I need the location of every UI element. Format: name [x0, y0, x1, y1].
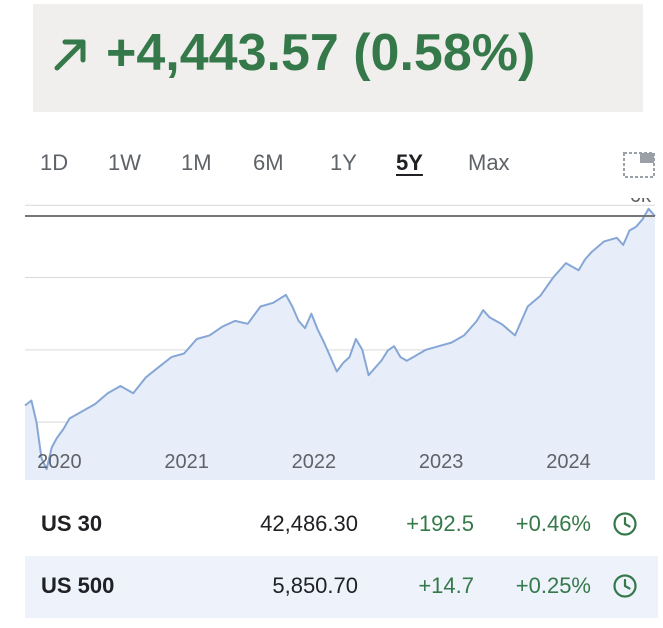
quote-name: US 30	[41, 511, 103, 536]
quote-change: +192.5	[406, 511, 474, 536]
price-area	[25, 208, 655, 480]
x-tick-label: 2020	[37, 451, 82, 473]
arrow-up-right-icon	[54, 39, 86, 71]
tab-1y[interactable]: 1Y	[330, 150, 357, 175]
y-tick-label: 6k	[630, 198, 652, 207]
quote-row-us500[interactable]: US 500 5,850.70 +14.7 +0.25%	[25, 556, 658, 618]
quote-name: US 500	[41, 573, 115, 598]
tab-1m[interactable]: 1M	[181, 150, 212, 175]
price-change-banner: +4,443.57 (0.58%)	[33, 4, 643, 112]
price-chart: 3k4k5k6k20202021202220232024	[24, 198, 656, 480]
quote-change: +14.7	[418, 573, 474, 598]
tab-6m[interactable]: 6M	[253, 150, 284, 175]
quote-price: 42,486.30	[260, 511, 358, 536]
price-line	[24, 207, 656, 471]
expand-icon[interactable]	[622, 151, 656, 179]
tab-5y[interactable]: 5Y	[396, 150, 423, 175]
quote-list: US 30 42,486.30 +192.5 +0.46% US 500 5,8…	[25, 494, 658, 618]
x-tick-label: 2024	[546, 451, 591, 473]
x-tick-label: 2021	[164, 451, 209, 473]
clock-icon	[613, 512, 637, 536]
time-range-selector: 1D 1W 1M 6M 1Y 5Y Max	[0, 140, 663, 186]
clock-icon	[613, 574, 637, 598]
x-tick-label: 2022	[292, 451, 337, 473]
price-change-value: +4,443.57 (0.58%)	[106, 24, 536, 82]
quote-percent: +0.25%	[515, 573, 591, 598]
quote-percent: +0.46%	[515, 511, 591, 536]
quote-price: 5,850.70	[272, 573, 358, 598]
x-tick-label: 2023	[419, 451, 464, 473]
quote-row-us30[interactable]: US 30 42,486.30 +192.5 +0.46%	[25, 494, 658, 556]
tab-1d[interactable]: 1D	[40, 150, 69, 175]
tab-max[interactable]: Max	[468, 150, 510, 175]
tab-1w[interactable]: 1W	[108, 150, 141, 175]
